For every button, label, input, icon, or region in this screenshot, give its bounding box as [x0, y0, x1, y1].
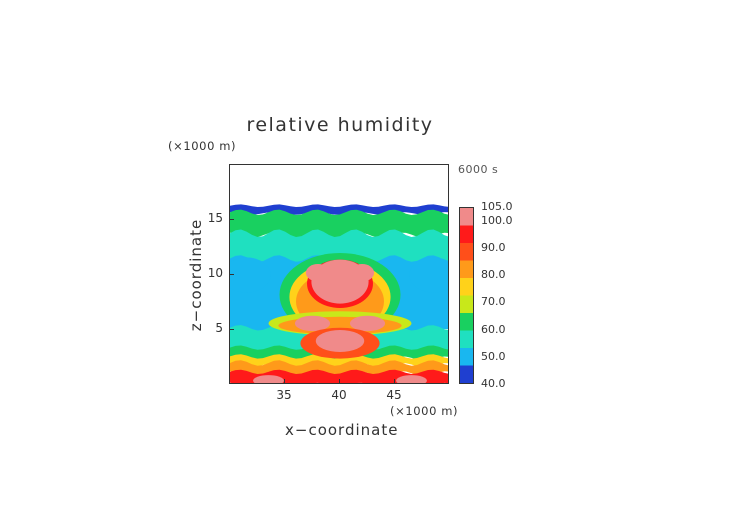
x-unit-label: (×1000 m) — [390, 404, 459, 418]
x-tick-label: 35 — [276, 388, 292, 402]
colorbar-tick-label: 60.0 — [481, 322, 506, 336]
y-tick-mark — [229, 329, 234, 330]
y-tick-label: 10 — [207, 266, 223, 280]
mid-pink-right — [349, 315, 386, 332]
colorbar-segment — [460, 295, 473, 314]
colorbar-tick-label: 80.0 — [481, 268, 506, 282]
colorbar-segment — [460, 313, 473, 331]
colorbar-tick-label: 90.0 — [481, 240, 506, 254]
y-axis-label: z−coordinate — [187, 218, 205, 332]
plot-area — [229, 164, 449, 384]
surface-pink-left — [253, 375, 284, 383]
colorbar-tick-label: 70.0 — [481, 295, 506, 309]
colorbar-segment — [460, 278, 473, 296]
x-tick-label: 45 — [386, 388, 402, 402]
x-axis-label: x−coordinate — [285, 421, 399, 439]
y-tick-label: 15 — [207, 211, 223, 225]
y-tick-label: 5 — [215, 321, 223, 335]
colorbar-segment — [460, 330, 473, 349]
x-tick-mark — [394, 379, 395, 384]
time-label: 6000 s — [458, 163, 499, 176]
colorbar-segment — [460, 260, 473, 279]
y-unit-label: (×1000 m) — [168, 139, 237, 153]
humidity-field — [230, 204, 448, 383]
colorbar-tick-label: 50.0 — [481, 349, 506, 363]
colorbar-segment — [460, 208, 473, 226]
surface-pink-right — [396, 375, 427, 383]
y-tick-mark — [229, 274, 234, 275]
colorbar-segment — [460, 348, 473, 366]
colorbar-tick-label: 40.0 — [481, 377, 506, 390]
mid-pink-left — [294, 315, 331, 332]
low-pink-core — [315, 330, 365, 352]
colorbar-segment — [460, 365, 473, 383]
chart-title: relative humidity — [246, 114, 434, 136]
colorbar-segment — [460, 225, 473, 244]
band-upper-edge — [230, 204, 448, 215]
core-left-lobe — [305, 264, 331, 282]
side-cyan-right — [409, 257, 448, 293]
core-right-lobe — [349, 264, 375, 282]
colorbar-segment — [460, 243, 473, 261]
colorbar — [459, 207, 474, 384]
side-cyan-left — [230, 257, 271, 293]
x-tick-mark — [284, 379, 285, 384]
x-tick-mark — [339, 379, 340, 384]
y-tick-mark — [229, 219, 234, 220]
x-tick-label: 40 — [331, 388, 347, 402]
colorbar-tick-label: 100.0 — [481, 213, 513, 227]
colorbar-tick-label: 105.0 — [481, 200, 513, 213]
